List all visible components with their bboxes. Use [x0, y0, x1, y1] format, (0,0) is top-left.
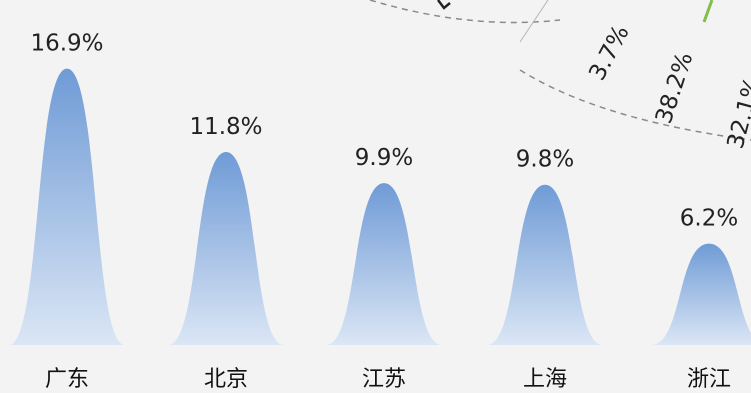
bars-group: 16.9% 广东 11.8% 北京 9.9% 江苏 9.8% 上海 6.2% 浙江: [9, 31, 751, 392]
category-label: 北京: [204, 367, 248, 392]
category-label: 浙江: [687, 367, 731, 392]
value-label: 9.9%: [355, 145, 413, 171]
pie-outer-arc: [369, 0, 561, 24]
value-label: 16.9%: [30, 31, 103, 57]
pie-label-38-2: 38.2%: [651, 49, 698, 127]
bar-浙江: [651, 243, 751, 345]
pie-label-32-1: 32.1%: [723, 74, 751, 151]
pie-chart-partial: 3.7% 38.2% 32.1%: [369, 0, 751, 152]
bar-北京: [168, 152, 284, 345]
category-label: 广东: [45, 367, 89, 392]
bar-上海: [487, 184, 603, 345]
value-label: 6.2%: [680, 206, 738, 232]
pie-green-tick: [702, 0, 714, 23]
category-label: 上海: [523, 367, 567, 392]
value-label: 11.8%: [189, 114, 262, 140]
pie-cut-label-fragment: [437, 0, 451, 10]
value-label: 9.8%: [516, 147, 574, 173]
bar-广东: [9, 68, 125, 346]
pie-inner-arc: [519, 69, 751, 141]
bar-江苏: [326, 183, 442, 345]
category-label: 江苏: [362, 367, 406, 392]
pie-label-3-7: 3.7%: [584, 21, 634, 85]
pie-slice-divider: [519, 0, 549, 43]
